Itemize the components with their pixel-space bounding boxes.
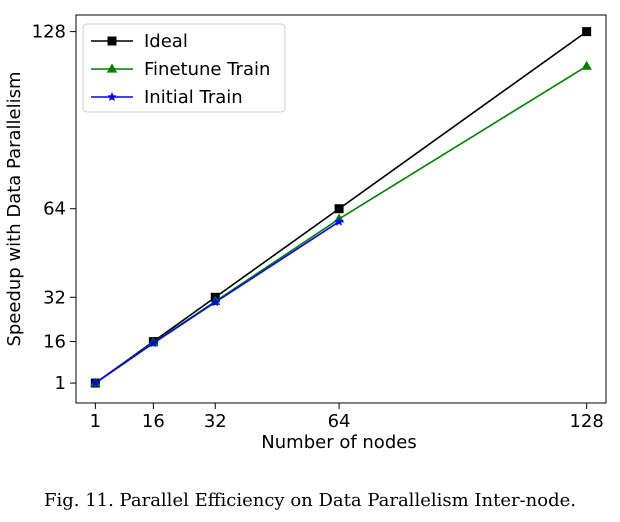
line-chart: 1 16 32 64 128 1 16 32 64 128 Ideal Finetune Trai…: [4, 14, 607, 453]
data-point-initial-train-32: [210, 297, 221, 307]
data-point-finetune-train-128: [581, 60, 592, 70]
legend: Ideal Finetune Train Initial Train: [82, 23, 286, 113]
x-tick-label-16: 16: [142, 411, 165, 432]
figure-caption: Fig. 11. Parallel Efficiency on Data Par…: [44, 490, 576, 511]
series-layer: [90, 27, 592, 388]
x-axis: 1 16 32 64 128: [90, 403, 604, 432]
x-tick-label-64: 64: [328, 411, 351, 432]
legend-entry-ideal: Ideal: [91, 31, 188, 52]
y-axis-title: Speedup with Data Parallelism: [4, 71, 25, 346]
y-axis: 1 16 32 64 128: [32, 22, 76, 394]
legend-marker-ideal: [107, 36, 117, 46]
y-tick-label-32: 32: [43, 287, 66, 308]
legend-label-finetune-train: Finetune Train: [144, 59, 270, 80]
x-tick-label-128: 128: [569, 411, 603, 432]
legend-entry-finetune-train: Finetune Train: [91, 59, 270, 80]
y-tick-label-128: 128: [32, 22, 66, 43]
legend-entry-initial-train: Initial Train: [91, 87, 243, 108]
legend-label-ideal: Ideal: [144, 31, 188, 52]
series-line-initial-train: [94, 221, 340, 384]
legend-marker-finetune-train: [106, 63, 118, 73]
data-point-initial-train-64: [334, 216, 344, 226]
y-tick-label-64: 64: [43, 199, 66, 220]
legend-marker-initial-train: [107, 92, 117, 102]
series-initial-train: [90, 216, 344, 388]
legend-frame: [82, 23, 286, 113]
y-tick-label-1: 1: [55, 373, 66, 394]
x-axis-title: Number of nodes: [261, 432, 416, 453]
legend-label-initial-train: Initial Train: [144, 87, 243, 108]
y-tick-label-16: 16: [43, 332, 66, 353]
data-point-initial-train-1: [90, 378, 101, 388]
legend-entries: Ideal Finetune Train Initial Train: [91, 31, 270, 108]
data-point-ideal-128: [582, 27, 592, 37]
data-point-ideal-64: [334, 204, 344, 214]
x-tick-label-32: 32: [204, 411, 227, 432]
x-tick-label-1: 1: [90, 411, 101, 432]
data-point-initial-train-16: [148, 338, 159, 348]
